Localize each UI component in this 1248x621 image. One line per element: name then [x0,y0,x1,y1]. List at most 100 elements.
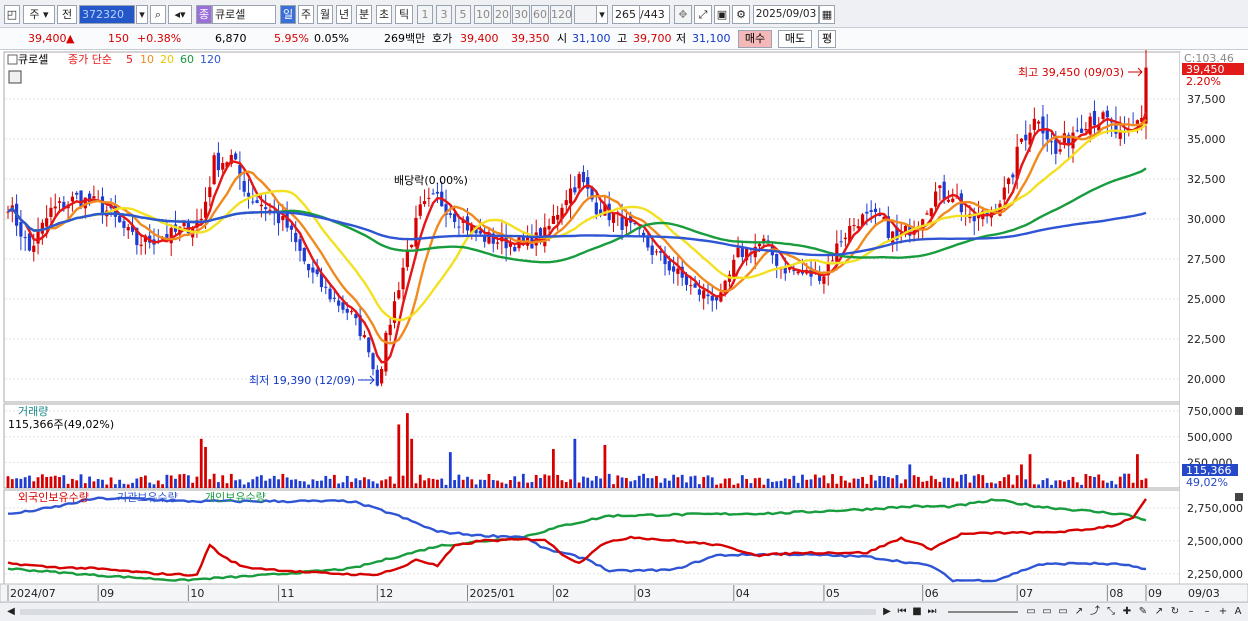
draw-line-icon[interactable]: ↗ [1074,606,1084,617]
auto-scale-icon[interactable]: A [1234,606,1242,617]
evaluate-button[interactable]: 평 [818,30,836,48]
candle-body [573,187,577,193]
legend-ma20[interactable]: 20 [160,53,174,66]
save-icon[interactable]: ▣ [714,5,730,24]
volume-bar [977,474,980,488]
sell-button[interactable]: 매도 [778,30,812,48]
bottom-control-bar: ◀ ▶ ⏮ ■ ⏭ ▭ ▭ ▭ ↗ ⤴ ⤡ ✚ ✎ ↗ ↻ – – + A [0,602,1248,621]
code-dropdown-icon[interactable]: ▾ [136,5,148,24]
volume-bar [994,483,998,488]
interval-button-1[interactable]: 1 [417,5,433,24]
buy-button[interactable]: 매수 [738,30,772,48]
date-tick-label: 07 [1019,587,1033,600]
period-button-second[interactable]: 초 [376,5,392,24]
up-arrow-icon: ▲ [66,32,75,45]
market-select[interactable]: 주 ▾ [23,5,55,24]
holding-panel-close-icon[interactable] [1235,493,1243,501]
interval-button-60[interactable]: 60 [531,5,549,24]
move-icon[interactable]: ✥ [674,5,692,24]
scroll-end-icon[interactable]: ↻ [1170,606,1180,617]
interval-button-3[interactable]: 3 [436,5,452,24]
candle-body [92,196,96,199]
date-input[interactable]: 2025/09/03 [753,5,819,24]
interval-button-20[interactable]: 20 [493,5,511,24]
candle-body [714,297,719,301]
panel-menu-icon[interactable] [7,54,18,65]
price-tick-label: 27,500 [1187,253,1226,266]
window-icon[interactable]: ◰ [4,5,20,24]
period-button-month[interactable]: 월 [317,5,333,24]
candle-body [732,259,736,279]
volume-bar [474,484,478,488]
legend-ma60[interactable]: 60 [180,53,194,66]
date-tick-label: 05 [826,587,840,600]
period-button-week[interactable]: 주 [298,5,314,24]
layout-icon-3[interactable]: ▭ [1058,606,1068,617]
price-tick-label: 25,000 [1187,293,1226,306]
volume-bar [543,474,547,488]
candle-body [882,216,886,220]
candle-body [667,261,671,271]
candle-body [255,200,259,203]
layout-icon-1[interactable]: ▭ [1026,606,1036,617]
scroll-track[interactable] [20,609,876,615]
stop-icon[interactable]: ■ [912,606,922,617]
draw-tool-icon[interactable]: ⤡ [1107,606,1115,617]
search-icon[interactable]: ⌕ [150,5,166,24]
volume-bar [229,473,233,488]
period-button-minute[interactable]: 분 [356,5,372,24]
zoom-reset-icon[interactable]: – [1204,606,1210,617]
interval-button-30[interactable]: 30 [512,5,530,24]
interval-button-120[interactable]: 120 [550,5,572,24]
zoom-out-icon[interactable]: – [1188,606,1194,617]
scroll-left-icon[interactable]: ◀ [7,606,15,617]
volume-panel-close-icon[interactable] [1235,407,1243,415]
candle-body [568,188,573,204]
stock-name-field[interactable]: 큐로셀 [212,5,276,24]
interval-button-5[interactable]: 5 [455,5,471,24]
period-button-year[interactable]: 년 [336,5,352,24]
volume-badge [1182,464,1238,476]
legend-ma120[interactable]: 120 [200,53,221,66]
volume-bar [345,475,349,488]
candle-body [1140,117,1144,122]
interval-button-10[interactable]: 10 [474,5,492,24]
draw-pencil-icon[interactable]: ✎ [1138,606,1148,617]
volume-bar [101,479,104,488]
calculator-icon[interactable] [8,70,22,84]
draw-cross-icon[interactable]: ✚ [1122,606,1132,617]
legend-ma5[interactable]: 5 [126,53,133,66]
speaker-icon[interactable]: ◂▾ [168,5,192,24]
forward-icon[interactable]: ⏭ [927,606,937,617]
candle-body [225,162,229,168]
scroll-right-icon[interactable]: ▶ [883,606,891,617]
draw-shape-icon[interactable]: ↗ [1154,606,1164,617]
date-tick-label: 2025/01 [469,587,515,600]
zoom-icon[interactable]: ⤢ [694,5,712,24]
period-select[interactable]: 전 [57,5,77,24]
price-panel[interactable] [3,51,1181,403]
volume-bar [431,478,435,488]
rewind-icon[interactable]: ⏮ [897,606,907,617]
volume-bar [697,484,701,488]
zoom-in-icon[interactable]: + [1218,606,1228,617]
volume-bar [131,482,134,488]
legend-ma10[interactable]: 10 [140,53,154,66]
volume-bar [79,474,83,488]
draw-trend-icon[interactable]: ⤴ [1090,606,1100,617]
volume-bar [509,480,512,488]
interval-dropdown-icon[interactable]: ▾ [596,5,608,24]
calendar-icon[interactable]: ▦ [819,5,835,24]
gear-icon[interactable]: ⚙ [732,5,750,24]
page-counter-input[interactable]: 265 [612,5,640,24]
period-button-day[interactable]: 일 [280,5,296,24]
stock-chart[interactable]: 20,000 22,500 25,000 27,500 30,000 32,500 35,0… [0,50,1248,602]
candle-body [294,232,298,243]
holding-panel[interactable] [3,489,1181,585]
speed-slider[interactable] [948,611,1018,613]
layout-icon-2[interactable]: ▭ [1042,606,1052,617]
candle-body [380,368,384,384]
stock-code-input[interactable]: 372320 [79,5,135,24]
period-button-tick[interactable]: 틱 [395,5,413,24]
volume-bar [1097,474,1101,488]
